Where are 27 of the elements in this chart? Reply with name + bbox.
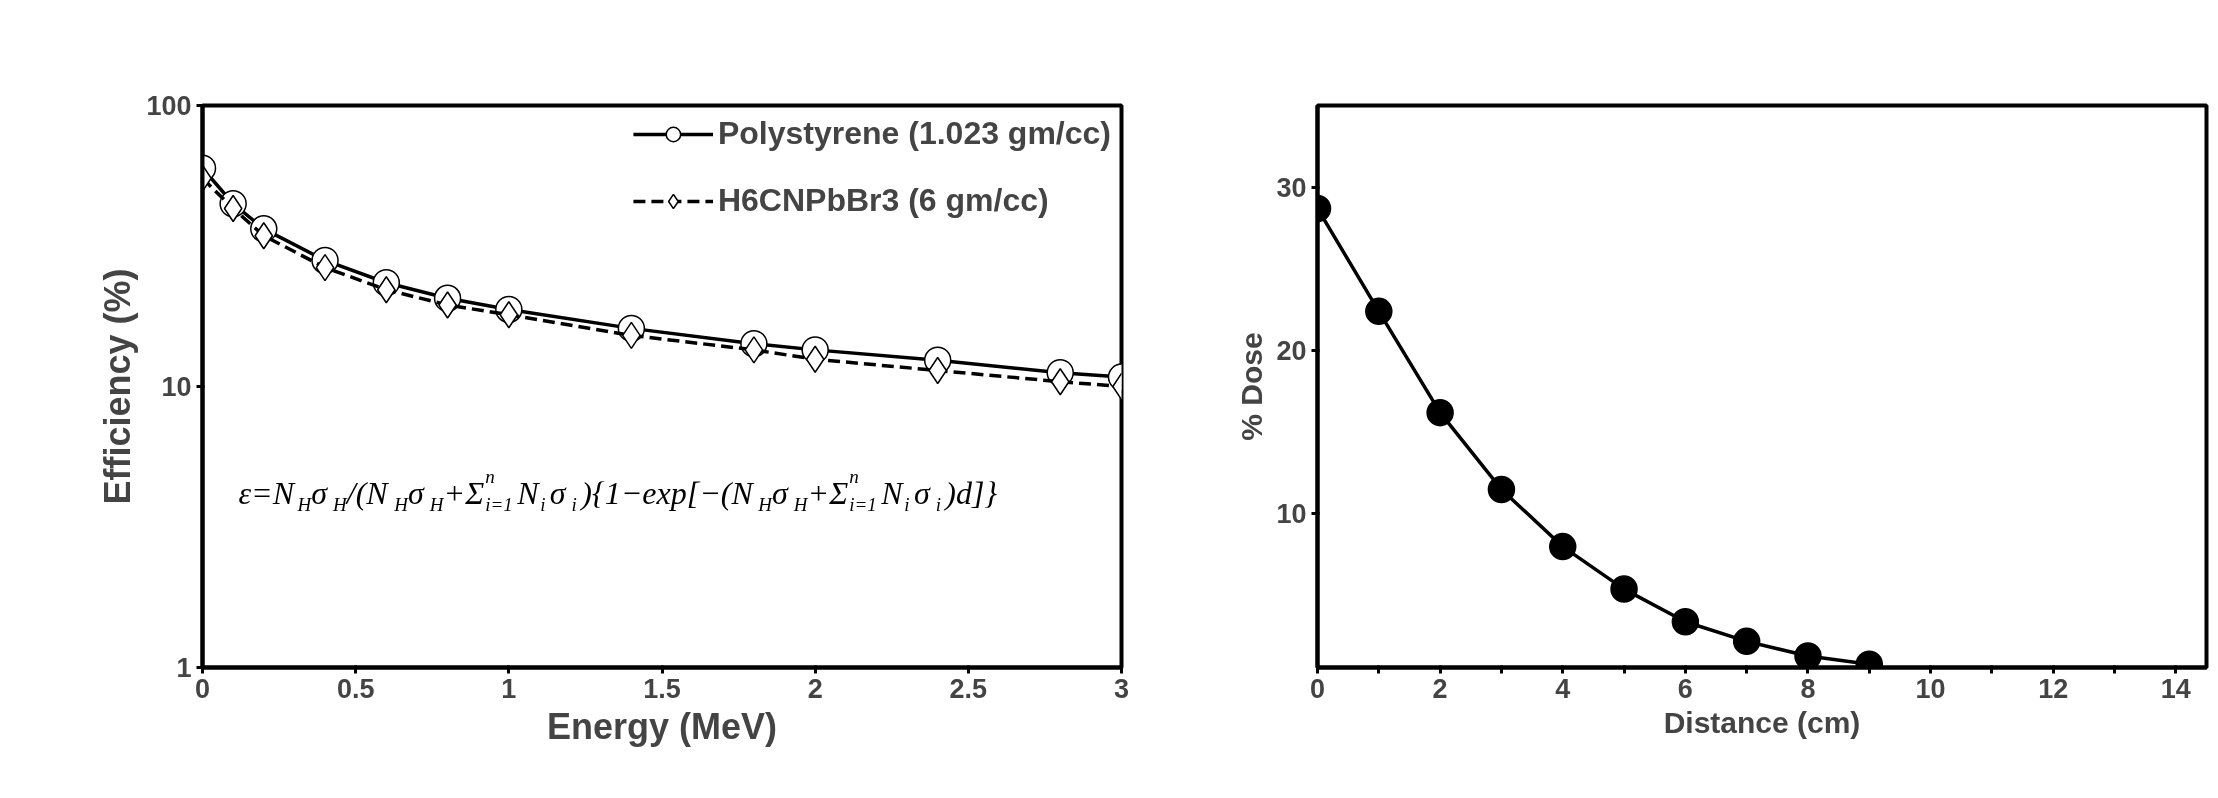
x-tick-label: 12 [2038,673,2069,704]
y-tick-label: 30 [1276,172,1307,203]
x-tick-label: 10 [1915,673,1946,704]
x-tick-label: 0.5 [336,673,375,704]
x-tick-label: 6 [1677,673,1693,704]
legend-label: Polystyrene (1.023 gm/cc) [717,115,1111,152]
legend-label: H6CNPbBr3 (6 gm/cc) [717,182,1049,219]
y-tick-label: 10 [161,372,192,402]
x-tick-label: 14 [2160,673,2191,704]
x-tick-label: 2 [1432,673,1448,704]
x-axis-title: Distance (cm) [1663,705,1861,739]
x-tick-label: 3 [1113,673,1130,704]
x-tick-label: 1.5 [643,673,681,704]
x-tick-label: 0 [1309,673,1326,704]
x-tick-label: 4 [1555,673,1571,704]
y-axis-title: % Dose [1235,332,1269,441]
x-tick-label: 1 [501,673,517,704]
x-tick-label: 2.5 [949,673,988,704]
x-tick-label: 0 [194,673,211,704]
x-tick-label: 2 [807,673,823,704]
x-axis-title: Energy (MeV) [546,705,778,747]
y-tick-label: 1 [176,653,192,683]
y-tick-label: 100 [146,91,192,121]
y-tick-label: 10 [1276,499,1307,530]
x-tick-label: 8 [1800,673,1816,704]
y-tick-label: 20 [1276,336,1307,367]
y-axis-title: Efficiency (%) [97,268,139,505]
